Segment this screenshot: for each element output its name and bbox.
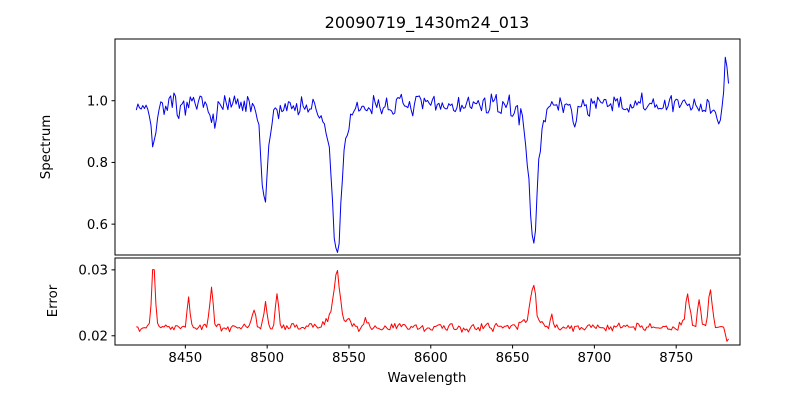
spectrum-axes-frame: [114, 38, 741, 256]
xtick-label: 8750: [659, 351, 693, 366]
y-axis-label-error: Error: [46, 284, 61, 317]
spectrum-ytick-label: 1.0: [87, 94, 108, 109]
xtick-label: 8550: [332, 351, 366, 366]
error-ytick-label: 0.02: [78, 329, 108, 344]
xtick-label: 8450: [168, 351, 202, 366]
error-trace: [136, 269, 729, 342]
error-ytick-label: 0.03: [78, 264, 108, 279]
xtick-label: 8700: [577, 351, 611, 366]
spectrum-trace: [135, 56, 730, 253]
y-axis-label-spectrum: Spectrum: [39, 115, 54, 179]
xtick-label: 8650: [496, 351, 530, 366]
spectrum-ytick-label: 0.6: [87, 218, 108, 233]
plot-layer: 0.6 0.8 1.0 0.02 0.03 8450 8500 8550 8600 8650 870…: [78, 38, 741, 366]
xtick-label: 8600: [414, 351, 448, 366]
x-axis-label: Wavelength: [388, 371, 467, 386]
spectrum-ytick-label: 0.8: [87, 156, 108, 171]
xtick-label: 8500: [250, 351, 284, 366]
chart-title: 20090719_1430m24_013: [325, 13, 530, 33]
error-axes-frame: [114, 257, 741, 346]
